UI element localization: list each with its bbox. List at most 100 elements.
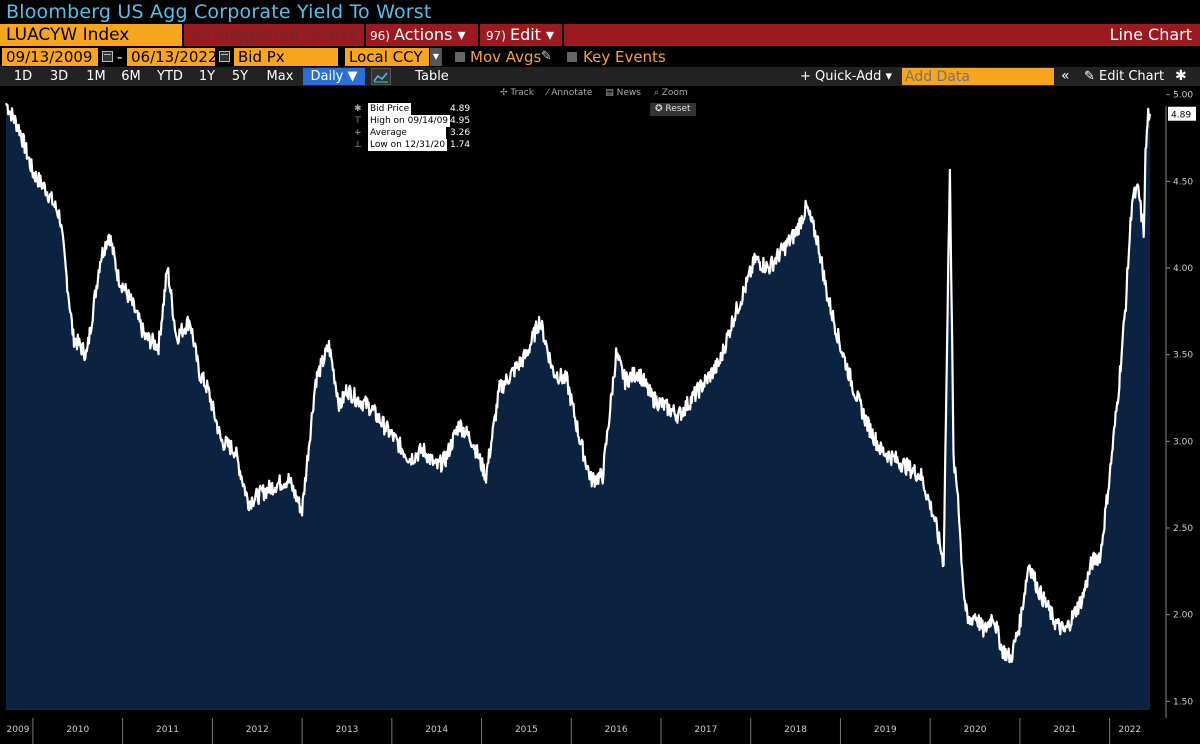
news-button[interactable]: ▤ News [605,88,641,98]
period-bar: 1D 3D 1M 6M YTD 1Y 5Y Max Daily ▼ Table … [0,67,1200,86]
mov-avgs-checkbox[interactable] [455,52,465,62]
page-title: Bloomberg US Agg Corporate Yield To Wors… [6,1,432,23]
period-5y[interactable]: 5Y [231,69,249,84]
legend-marker: ✱ [354,104,362,114]
line-chart-glyph [373,72,388,83]
pencil-icon[interactable]: ✎ [541,49,552,64]
mov-avgs-label: Mov Avgs [470,48,542,66]
chart-type-label: Line Chart [1109,25,1192,44]
y-tick-label: 2.00 [1173,611,1193,621]
actions-label: Actions ▾ [393,25,466,44]
x-tick-label: 2013 [336,725,359,735]
collapse-icon[interactable]: « [1061,68,1070,84]
chevron-down-icon[interactable]: ▼ [430,48,442,66]
axis-layer: 1.50 2.00 2.50 3.00 3.50 4.00 4.50 5.00 4.89 2009… [0,91,1200,744]
x-tick-label: 2014 [425,725,448,735]
legend-label: Average [368,127,446,139]
actions-number: 96) [370,29,390,43]
x-tick-label: 2017 [694,725,717,735]
x-tick-label: 2010 [66,725,89,735]
legend-label: Low on 12/31/20 [368,139,448,151]
table-button[interactable]: Table [415,69,449,84]
calendar-icon[interactable] [219,51,230,62]
end-date-field[interactable]: 06/13/2022 [127,48,217,66]
key-events-checkbox[interactable] [567,52,577,62]
legend-row-bid-price: ✱ Bid Price 4.89 [346,103,472,115]
period-6m[interactable]: 6M [121,69,141,84]
edit-chart-button[interactable]: ✎ Edit Chart [1084,69,1165,84]
x-tick-label: 2022 [1118,725,1141,735]
reset-button[interactable]: ✪ Reset [650,103,696,116]
divider [364,24,366,46]
legend-label: Bid Price [368,103,412,115]
legend-value: 4.95 [450,116,471,126]
ticker-field[interactable]: LUACYW Index [0,24,182,46]
x-axis-band [0,718,1200,744]
key-events-label: Key Events [583,48,666,66]
annotate-button[interactable]: ⁄ Annotate [546,88,593,98]
suggested-charts-number: 94) [190,29,210,43]
y-tick-label: 4.00 [1173,264,1193,274]
line-chart-icon[interactable] [371,68,391,85]
x-tick-label: 2012 [246,725,269,735]
y-tick-label: 3.00 [1173,437,1193,447]
last-value-label: 4.89 [1171,111,1191,121]
period-max[interactable]: Max [266,69,294,84]
period-1y[interactable]: 1Y [198,69,216,84]
legend-value: 1.74 [450,140,471,150]
y-tick-label: 1.50 [1173,697,1193,707]
legend-marker: ⊥ [354,140,362,150]
chart-legend: ✱ Bid Price 4.89 ⊤ High on 09/14/09 4.95… [346,103,472,153]
actions-button[interactable]: 96) Actions ▾ [370,24,466,46]
x-tick-label: 2021 [1053,725,1076,735]
legend-label: High on 09/14/09 [368,115,451,127]
edit-button[interactable]: 97) Edit ▾ [486,24,554,46]
gear-icon[interactable]: ✱ [1175,68,1187,84]
x-tick-label: 2009 [7,725,30,735]
track-button[interactable]: ✢ Track [500,88,534,98]
period-3d[interactable]: 3D [49,69,69,84]
legend-value: 3.26 [450,128,471,138]
line-chart[interactable]: 1.50 2.00 2.50 3.00 3.50 4.00 4.50 5.00 4.89 2009… [0,86,1200,744]
add-data-input[interactable] [902,68,1054,85]
legend-value: 4.89 [450,104,471,114]
function-bar: LUACYW Index 94) Suggested Charts 96) Acti… [0,24,1200,46]
start-date-field[interactable]: 09/13/2009 [2,48,98,66]
x-tick-label: 2015 [515,725,538,735]
divider [478,24,480,46]
zoom-button[interactable]: ⌕ Zoom [653,88,688,98]
legend-marker: + [354,128,362,138]
options-bar: 09/13/2009 - 06/13/2022 Bid Px Local CCY… [0,47,1200,67]
suggested-charts-label: Suggested Charts [213,25,357,44]
edit-label: Edit ▾ [509,25,555,44]
divider [562,24,564,46]
y-tick-label: 3.50 [1173,351,1193,361]
currency-selector[interactable]: Local CCY [345,48,429,66]
chart-area[interactable]: 1.50 2.00 2.50 3.00 3.50 4.00 4.50 5.00 4.89 2009… [0,86,1200,744]
field-selector[interactable]: Bid Px [234,48,338,66]
y-tick-label: 2.50 [1173,524,1193,534]
x-tick-label: 2020 [964,725,987,735]
period-ytd[interactable]: YTD [157,69,183,84]
x-tick-label: 2018 [784,725,807,735]
legend-row-low: ⊥ Low on 12/31/20 1.74 [346,139,472,151]
quick-add-button[interactable]: + Quick-Add ▾ [800,69,893,84]
series-line [4,102,1152,664]
plot-layer [4,102,1152,711]
legend-marker: ⊤ [354,116,362,126]
x-tick-label: 2016 [605,725,628,735]
legend-row-average: + Average 3.26 [346,127,472,139]
period-1d[interactable]: 1D [13,69,33,84]
edit-number: 97) [486,29,506,43]
x-tick-label: 2019 [874,725,897,735]
period-1m[interactable]: 1M [86,69,106,84]
suggested-charts-button[interactable]: 94) Suggested Charts [190,24,356,46]
frequency-selector[interactable]: Daily ▼ [303,68,365,85]
calendar-icon[interactable] [102,51,113,62]
chart-tools: ✢ Track ⁄ Annotate ▤ News ⌕ Zoom [500,88,698,102]
last-value-tag [1168,106,1196,121]
series-area [6,103,1150,711]
legend-row-high: ⊤ High on 09/14/09 4.95 [346,115,472,127]
date-separator: - [117,48,123,66]
title-bar: Bloomberg US Agg Corporate Yield To Wors… [0,0,1200,24]
